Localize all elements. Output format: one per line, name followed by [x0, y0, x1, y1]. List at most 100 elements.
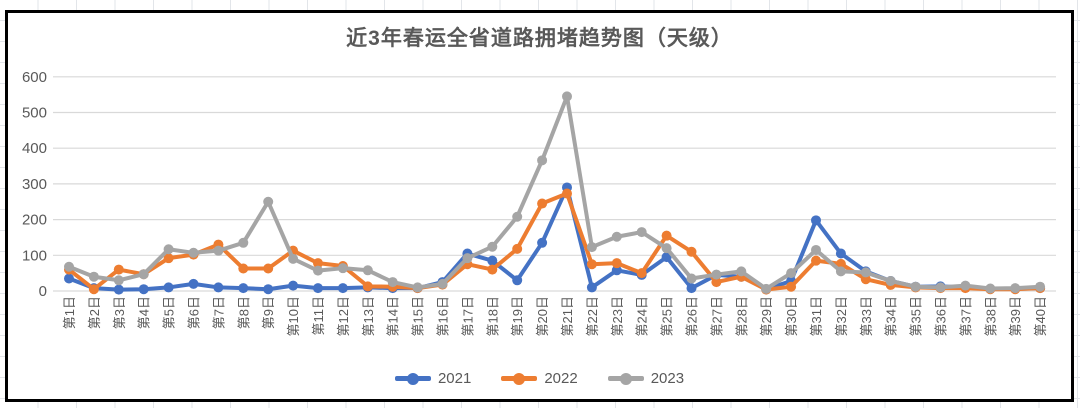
legend-item-2021[interactable]: 2021: [394, 370, 472, 387]
data-point-2023-第15日[interactable]: [412, 282, 423, 293]
data-point-2022-第27日[interactable]: [711, 277, 722, 288]
data-point-2023-第12日[interactable]: [337, 263, 348, 274]
data-point-2023-第29日[interactable]: [761, 283, 772, 294]
data-point-2023-第34日[interactable]: [885, 276, 896, 287]
data-point-2021-第25日[interactable]: [661, 252, 672, 263]
legend-item-2023[interactable]: 2023: [607, 370, 685, 387]
data-point-2023-第37日[interactable]: [960, 280, 971, 291]
data-point-2023-第4日[interactable]: [138, 269, 149, 280]
data-point-2023-第13日[interactable]: [362, 265, 373, 276]
x-axis-tick-label-3: 第3日: [112, 296, 127, 329]
legend-item-2022[interactable]: 2022: [501, 370, 578, 387]
data-point-2023-第27日[interactable]: [711, 269, 722, 280]
data-point-2022-第25日[interactable]: [661, 230, 672, 241]
data-point-2023-第35日[interactable]: [910, 281, 921, 292]
x-axis-tick-label-14: 第14日: [386, 296, 401, 336]
data-point-2021-第1日[interactable]: [64, 273, 74, 284]
chart-title: 近3年春运全省道路拥堵趋势图（天级）: [346, 27, 733, 50]
data-point-2022-第31日[interactable]: [811, 255, 821, 266]
series-line-2022[interactable]: [67, 191, 1043, 292]
data-point-2023-第2日[interactable]: [88, 271, 99, 282]
y-axis-tick-label-600: 600: [22, 69, 47, 86]
data-point-2022-第11日[interactable]: [313, 258, 323, 269]
data-point-2021-第4日[interactable]: [138, 284, 149, 295]
data-point-2023-第11日[interactable]: [313, 265, 323, 276]
data-point-2021-第8日[interactable]: [238, 283, 249, 294]
data-point-2021-第3日[interactable]: [113, 284, 124, 295]
data-point-2022-第20日[interactable]: [537, 198, 548, 209]
data-point-2022-第26日[interactable]: [686, 246, 697, 257]
data-point-2023-第9日[interactable]: [263, 196, 274, 207]
data-point-2021-第19日[interactable]: [512, 275, 523, 286]
x-axis-tick-label-26: 第26日: [685, 296, 700, 336]
data-point-2022-第30日[interactable]: [786, 281, 797, 292]
y-axis-tick-label-500: 500: [22, 105, 47, 122]
data-point-2023-第5日[interactable]: [163, 244, 174, 255]
data-point-2023-第14日[interactable]: [387, 277, 398, 288]
legend-label-2021: 2021: [437, 370, 472, 387]
data-point-2022-第13日[interactable]: [362, 281, 373, 292]
data-point-2023-第6日[interactable]: [188, 247, 199, 258]
data-point-2023-第17日[interactable]: [462, 253, 473, 264]
data-point-2023-第21日[interactable]: [562, 91, 572, 102]
data-point-2022-第23日[interactable]: [611, 258, 622, 269]
data-point-2022-第3日[interactable]: [113, 264, 124, 275]
data-point-2022-第22日[interactable]: [586, 259, 597, 270]
data-point-2023-第7日[interactable]: [213, 245, 224, 256]
data-point-2021-第20日[interactable]: [537, 237, 548, 248]
data-point-2022-第21日[interactable]: [562, 188, 572, 199]
data-point-2023-第1日[interactable]: [64, 261, 74, 272]
data-point-2022-第2日[interactable]: [88, 284, 99, 295]
data-point-2021-第6日[interactable]: [188, 278, 199, 289]
x-axis-tick-label-31: 第31日: [809, 296, 824, 336]
data-point-2023-第25日[interactable]: [661, 243, 672, 254]
data-point-2021-第31日[interactable]: [811, 215, 821, 226]
data-point-2023-第19日[interactable]: [512, 211, 523, 222]
data-point-2023-第24日[interactable]: [636, 227, 647, 238]
data-point-2021-第9日[interactable]: [263, 284, 274, 295]
series-line-2021[interactable]: [67, 185, 1043, 292]
chart-container[interactable]: 近3年春运全省道路拥堵趋势图（天级） 0 100 200 300 400 500 600 第1…: [5, 10, 1074, 402]
data-point-2023-第16日[interactable]: [437, 278, 448, 289]
data-point-2021-第12日[interactable]: [337, 283, 348, 294]
x-axis-tick-label-32: 第32日: [834, 296, 849, 336]
data-point-2022-第19日[interactable]: [512, 243, 523, 254]
data-point-2022-第8日[interactable]: [238, 263, 249, 274]
data-point-2023-第20日[interactable]: [537, 155, 548, 166]
legend-label-2023: 2023: [650, 370, 685, 387]
data-point-2023-第22日[interactable]: [586, 242, 597, 253]
data-point-2023-第38日[interactable]: [985, 283, 996, 294]
data-point-2021-第10日[interactable]: [288, 280, 299, 291]
series-line-2023[interactable]: [67, 94, 1043, 291]
x-axis-tick-label-24: 第24日: [635, 296, 650, 336]
data-point-2021-第11日[interactable]: [313, 283, 323, 294]
data-point-2021-第22日[interactable]: [586, 282, 597, 293]
data-point-2022-第24日[interactable]: [636, 268, 647, 279]
data-point-2023-第18日[interactable]: [487, 241, 498, 252]
data-point-2023-第28日[interactable]: [736, 266, 747, 277]
data-point-2023-第39日[interactable]: [1010, 283, 1021, 294]
data-point-2023-第23日[interactable]: [611, 231, 622, 242]
data-point-2021-第26日[interactable]: [686, 283, 697, 294]
x-axis-tick-label-39: 第39日: [1008, 296, 1023, 336]
data-point-2021-第18日[interactable]: [487, 255, 498, 266]
data-point-2023-第30日[interactable]: [786, 268, 797, 279]
data-point-2023-第32日[interactable]: [835, 266, 846, 277]
data-point-2023-第36日[interactable]: [935, 282, 946, 293]
data-point-2021-第23日[interactable]: [611, 265, 622, 276]
data-point-2022-第9日[interactable]: [263, 263, 274, 274]
data-point-2023-第3日[interactable]: [113, 275, 124, 286]
data-point-2023-第10日[interactable]: [288, 253, 299, 264]
data-point-2022-第32日[interactable]: [835, 258, 846, 269]
data-point-2023-第26日[interactable]: [686, 273, 697, 284]
data-point-2021-第7日[interactable]: [213, 282, 224, 293]
data-point-2022-第18日[interactable]: [487, 264, 498, 275]
data-point-2022-第5日[interactable]: [163, 253, 174, 264]
data-point-2021-第5日[interactable]: [163, 282, 174, 293]
data-point-2021-第32日[interactable]: [835, 248, 846, 259]
legend-marker-2022-icon: [501, 376, 538, 381]
data-point-2023-第33日[interactable]: [860, 267, 871, 278]
data-point-2023-第31日[interactable]: [811, 244, 821, 255]
data-point-2023-第40日[interactable]: [1035, 281, 1046, 292]
data-point-2023-第8日[interactable]: [238, 237, 249, 248]
